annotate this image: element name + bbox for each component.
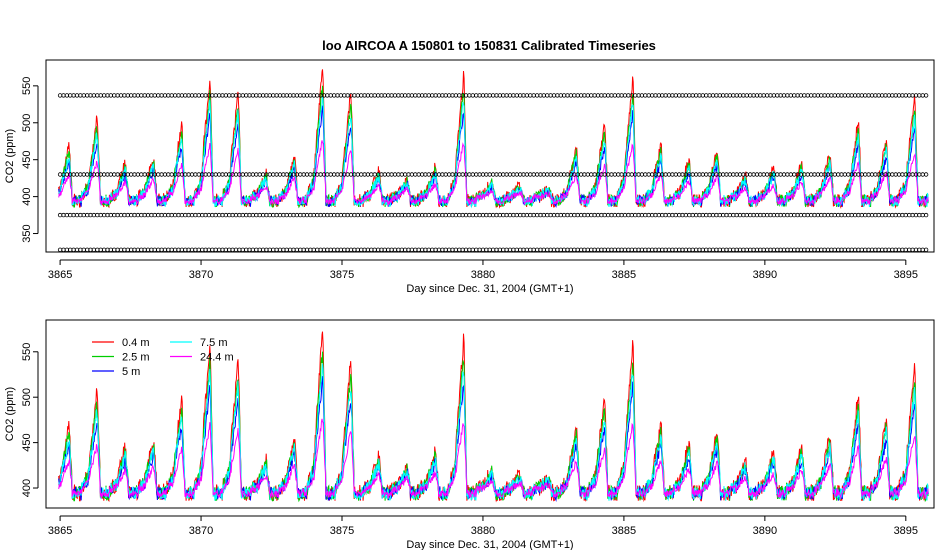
x-tick-label: 3875 [330,525,354,537]
x-tick-label: 3890 [753,525,777,537]
series-line-75m [58,363,929,502]
top-x-axis: 3865 3870 3875 3880 3885 3890 3895 [48,259,918,281]
x-tick-label: 3885 [612,269,636,281]
top-series-lines [58,69,929,209]
x-tick-label: 3895 [894,525,918,537]
x-tick-label: 3870 [189,269,213,281]
top-x-axis-label: Day since Dec. 31, 2004 (GMT+1) [406,283,573,295]
reference-point [923,212,929,218]
legend-label: 0.4 m [122,337,150,349]
y-tick-label: 550 [21,77,33,95]
legend-label: 24.4 m [200,352,234,364]
legend-label: 5 m [122,366,140,378]
series-line-75m [58,95,929,209]
bottom-series-lines [58,331,929,503]
x-tick-label: 3870 [189,525,213,537]
y-tick-label: 500 [21,114,33,132]
y-tick-label: 450 [21,151,33,169]
legend: 0.4 m 2.5 m 5 m 7.5 m 24.4 m [92,337,234,378]
x-tick-label: 3885 [612,525,636,537]
chart-title: loo AIRCOA A 150801 to 150831 Calibrated… [322,38,656,53]
x-tick-label: 3865 [48,269,72,281]
y-tick-label: 400 [21,479,33,497]
top-y-axis-label: CO2 (ppm) [4,129,16,183]
top-reference-points [57,93,929,252]
bottom-y-axis-label: CO2 (ppm) [4,387,16,441]
legend-label: 7.5 m [200,337,228,349]
x-tick-label: 3890 [753,269,777,281]
reference-point [923,93,929,98]
bottom-plot-frame [45,319,935,509]
bottom-panel: 3865 3870 3875 3880 3885 3890 3895 400 450 500 55… [4,319,935,550]
x-tick-label: 3880 [471,525,495,537]
top-panel: 3865 3870 3875 3880 3885 3890 3895 350 400 450 50… [4,59,935,295]
y-tick-label: 550 [21,343,33,361]
top-plot-frame [45,59,935,253]
bottom-x-axis-label: Day since Dec. 31, 2004 (GMT+1) [406,539,573,550]
top-y-axis: 350 400 450 500 550 [21,77,39,243]
x-tick-label: 3865 [48,525,72,537]
bottom-x-axis: 3865 3870 3875 3880 3885 3890 3895 [48,515,918,537]
series-line-244m [58,418,929,500]
series-line-244m [58,140,929,207]
y-tick-label: 400 [21,187,33,205]
x-tick-label: 3880 [471,269,495,281]
y-tick-label: 450 [21,433,33,451]
reference-point [923,172,929,177]
bottom-y-axis: 400 450 500 550 [21,343,39,497]
legend-label: 2.5 m [122,352,150,364]
y-tick-label: 350 [21,224,33,242]
y-tick-label: 500 [21,388,33,406]
x-tick-label: 3875 [330,269,354,281]
x-tick-label: 3895 [894,269,918,281]
